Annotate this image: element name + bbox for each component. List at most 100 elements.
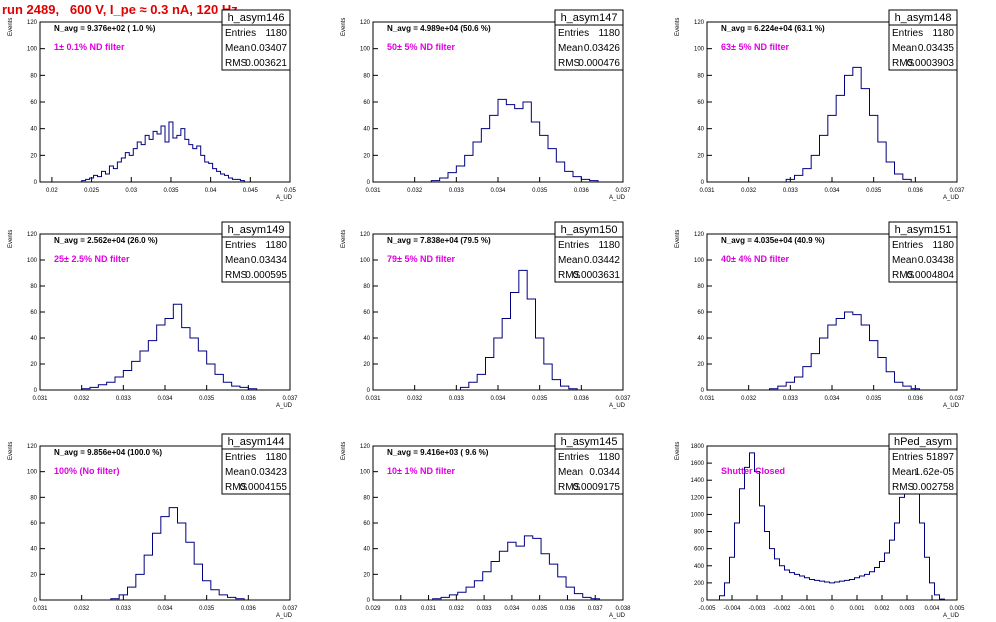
stats-value: 51897 [926, 452, 954, 463]
y-tick-label: 120 [27, 20, 38, 26]
histogram-panel: 0.02 0.025 0.03 0.035 0.04 0.045 0.05 0 20 40 60 80… [8, 9, 296, 201]
stats-value: 1180 [598, 452, 620, 463]
y-tick-label: 120 [360, 20, 371, 26]
stats-label: Mean [558, 255, 583, 266]
stats-value: 0.003621 [245, 58, 287, 69]
x-axis-label: A_UD [609, 613, 626, 619]
x-tick-label: 0.033 [783, 396, 799, 402]
y-tick-label: 100 [27, 47, 38, 53]
x-tick-label: 0.034 [824, 396, 840, 402]
y-tick-label: 60 [363, 310, 370, 316]
y-tick-label: 100 [360, 258, 371, 264]
x-tick-label: 0.031 [365, 396, 381, 402]
stats-value: 1180 [598, 240, 620, 251]
stats-box [554, 9, 624, 71]
histogram-series [81, 121, 245, 182]
y-tick-label: 100 [27, 258, 38, 264]
x-tick-label: 0.033 [449, 396, 465, 402]
y-tick-label: 0 [701, 598, 705, 604]
y-tick-label: 60 [30, 310, 37, 316]
x-tick-label: 0.032 [407, 188, 423, 194]
stats-box [888, 433, 958, 495]
y-tick-label: 120 [27, 232, 38, 238]
x-tick-label: 0.033 [116, 396, 132, 402]
histogram-series [432, 535, 600, 600]
x-tick-label: 0.034 [824, 188, 840, 194]
stats-label: Mean [892, 43, 917, 54]
stats-label: Entries [225, 240, 256, 251]
stats-label: Entries [892, 28, 923, 39]
filter-annotation: 25± 2.5% ND filter [54, 254, 130, 264]
x-tick-label: 0.038 [615, 606, 631, 612]
x-tick-label: 0.031 [365, 188, 381, 194]
y-tick-label: 80 [363, 495, 370, 501]
y-tick-label: 120 [27, 444, 38, 450]
histogram-name: hPed_asym [894, 436, 952, 448]
stats-value: 0.0004804 [907, 270, 955, 281]
y-tick-label: 80 [363, 73, 370, 79]
x-tick-label: 0.032 [74, 396, 90, 402]
filter-annotation: 63± 5% ND filter [721, 42, 789, 52]
y-tick-label: 20 [697, 153, 704, 159]
stats-value: 0.0344 [589, 467, 620, 478]
x-axis-label: A_UD [276, 195, 293, 201]
stats-value: 0.002758 [912, 482, 954, 493]
stats-value: 1.62e-05 [915, 467, 955, 478]
filter-annotation: 100% (No filter) [54, 466, 120, 476]
y-tick-label: 80 [697, 73, 704, 79]
x-tick-label: 0.035 [163, 188, 179, 194]
stats-value: 0.03426 [584, 43, 621, 54]
stats-value: 1180 [265, 452, 287, 463]
x-tick-label: 0.04 [205, 188, 217, 194]
navg-annotation: N_avg = 2.562e+04 (26.0 %) [54, 236, 158, 245]
histogram-panel: 0.031 0.032 0.033 0.034 0.035 0.036 0.037 0 20 40… [341, 221, 631, 409]
y-tick-label: 100 [360, 47, 371, 53]
y-axis-label: Events [341, 18, 347, 36]
y-tick-label: 60 [30, 521, 37, 527]
stats-label: Mean [892, 255, 917, 266]
y-tick-label: 100 [694, 258, 705, 264]
x-tick-label: -0.002 [773, 606, 791, 612]
stats-box [888, 9, 958, 71]
y-tick-label: 1000 [691, 512, 705, 518]
x-tick-label: 0.037 [949, 188, 965, 194]
stats-value: 0.03434 [251, 255, 288, 266]
x-tick-label: 0.004 [924, 606, 940, 612]
x-axis-label: A_UD [943, 195, 960, 201]
stats-value: 0.03438 [918, 255, 955, 266]
x-tick-label: 0.033 [783, 188, 799, 194]
x-tick-label: 0.034 [157, 396, 173, 402]
x-tick-label: 0.033 [116, 606, 132, 612]
x-axis-label: A_UD [943, 403, 960, 409]
stats-value: 0.0004155 [240, 482, 288, 493]
histogram-name: h_asym151 [895, 224, 952, 236]
x-tick-label: 0.034 [490, 188, 506, 194]
stats-label: RMS [225, 270, 248, 281]
histogram-name: h_asym146 [228, 12, 285, 24]
y-tick-label: 20 [363, 153, 370, 159]
histogram-panel: 0.031 0.032 0.033 0.034 0.035 0.036 0.037 0 20 40… [8, 221, 298, 409]
filter-annotation: 79± 5% ND filter [387, 254, 455, 264]
stats-value: 1180 [265, 28, 287, 39]
x-tick-label: 0.031 [32, 606, 48, 612]
stats-value: 0.000595 [245, 270, 287, 281]
x-tick-label: 0.035 [866, 396, 882, 402]
y-tick-label: 0 [367, 180, 371, 186]
stats-label: Entries [558, 452, 589, 463]
x-tick-label: 0.032 [741, 396, 757, 402]
x-tick-label: -0.005 [698, 606, 716, 612]
x-tick-label: 0.036 [560, 606, 576, 612]
filter-annotation: Shutter Closed [721, 466, 785, 476]
y-tick-label: 80 [697, 284, 704, 290]
x-axis-label: A_UD [276, 403, 293, 409]
stats-label: RMS [225, 482, 248, 493]
y-tick-label: 40 [697, 127, 704, 133]
y-tick-label: 40 [363, 547, 370, 553]
histogram-name: h_asym144 [228, 436, 285, 448]
y-tick-label: 800 [694, 530, 705, 536]
x-tick-label: 0.033 [449, 188, 465, 194]
y-tick-label: 200 [694, 581, 705, 587]
y-tick-label: 60 [30, 100, 37, 106]
stats-box [888, 221, 958, 283]
